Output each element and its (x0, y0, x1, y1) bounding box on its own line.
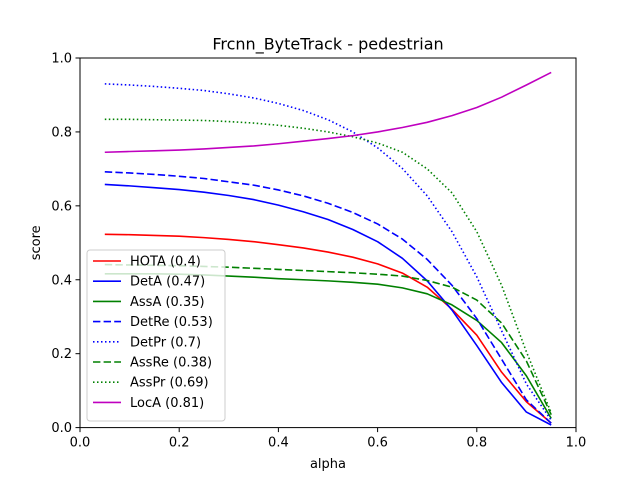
series-line-0 (104, 233, 552, 424)
y-tick-label: 1.0 (51, 52, 72, 67)
series-line-4 (104, 83, 552, 421)
legend-label-0: HOTA (0.4) (130, 255, 201, 270)
series-line-1 (104, 183, 552, 426)
y-axis-label: score (29, 225, 44, 260)
plot-frame (79, 57, 577, 429)
x-axis-label: alpha (310, 457, 346, 472)
y-axis: 0.0 0.2 0.4 0.6 0.8 1.0 (51, 52, 80, 436)
y-tick-label: 0.6 (51, 199, 72, 214)
x-tick-label: 0.2 (169, 436, 190, 451)
legend-label-7: LocA (0.81) (130, 396, 204, 411)
y-tick-label: 0.8 (51, 125, 72, 140)
series-line-3 (104, 171, 552, 424)
y-tick-label: 0.4 (51, 273, 72, 288)
legend-box (86, 249, 226, 422)
legend-label-5: AssRe (0.38) (130, 356, 212, 371)
x-tick-label: 0.6 (367, 436, 388, 451)
y-tick-label: 0.0 (51, 421, 72, 436)
chart-title: Frcnn_ByteTrack - pedestrian (212, 35, 443, 55)
legend: HOTA (0.4) DetA (0.47) AssA (0.35) DetRe (0… (86, 249, 226, 422)
y-tick-label: 0.2 (51, 347, 72, 362)
x-tick-label: 1.0 (566, 436, 587, 451)
x-tick-label: 0.4 (268, 436, 289, 451)
legend-label-6: AssPr (0.69) (130, 376, 209, 391)
x-tick-label: 0.0 (70, 436, 91, 451)
legend-label-4: DetPr (0.7) (130, 335, 201, 350)
legend-label-3: DetRe (0.53) (130, 315, 213, 330)
legend-label-2: AssA (0.35) (130, 295, 205, 310)
series-line-7 (104, 71, 552, 154)
legend-label-1: DetA (0.47) (130, 275, 205, 290)
x-tick-label: 0.8 (466, 436, 487, 451)
x-axis: 0.0 0.2 0.4 0.6 0.8 1.0 (70, 427, 587, 451)
